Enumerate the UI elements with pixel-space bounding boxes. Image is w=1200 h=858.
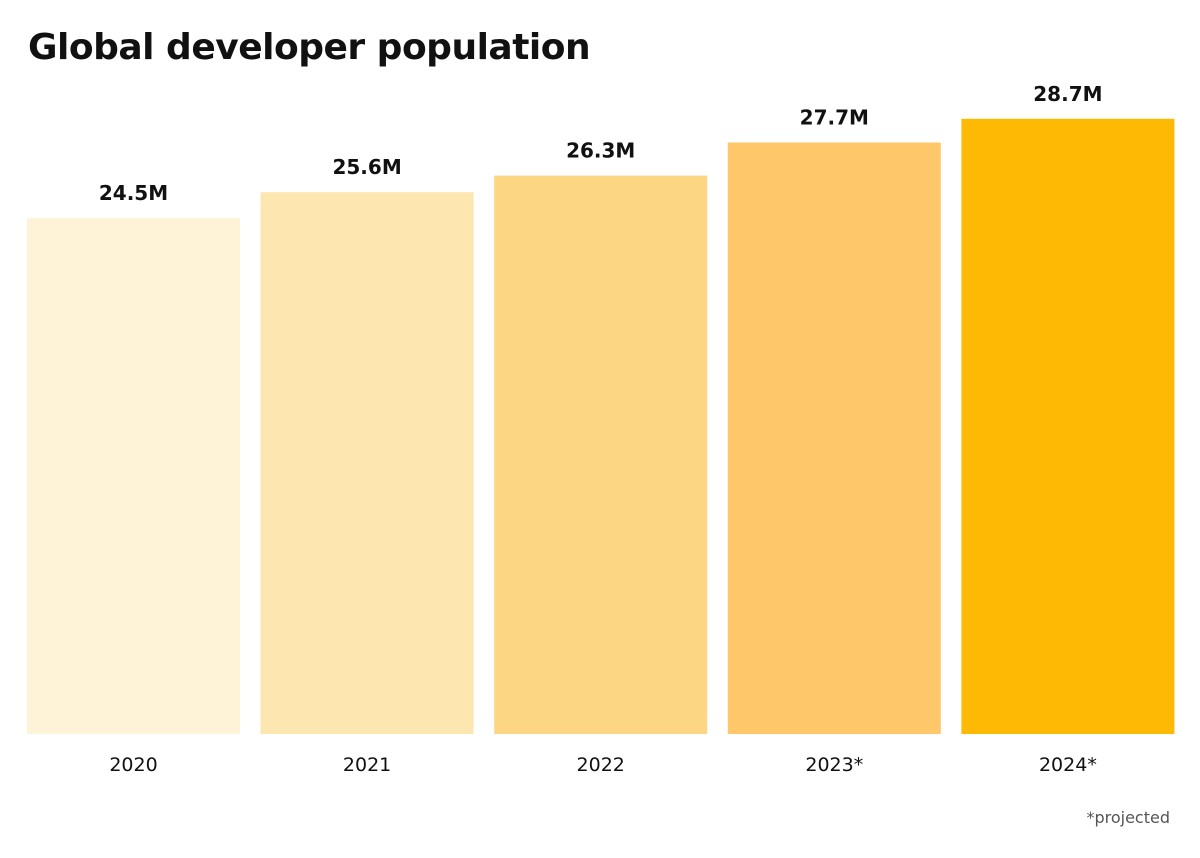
category-label-2: 2022 (577, 754, 625, 776)
footnote: *projected (1086, 808, 1170, 827)
category-label-0: 2020 (109, 754, 157, 776)
chart-title: Global developer population (28, 27, 591, 68)
category-label-3: 2023* (805, 754, 863, 776)
category-label-4: 2024* (1039, 754, 1097, 776)
value-label-4: 28.7M (1033, 82, 1102, 106)
bar-0 (27, 218, 240, 734)
value-label-2: 26.3M (566, 139, 635, 163)
bar-2 (494, 175, 708, 735)
category-label-1: 2021 (343, 754, 391, 776)
value-label-1: 25.6M (332, 155, 401, 179)
value-label-3: 27.7M (800, 106, 869, 130)
bar-1 (260, 192, 474, 734)
bar-chart: 24.5M 2020 25.6M 2021 26.3M 2022 27.7M 2023* 28.… (27, 82, 1175, 776)
bar-3 (727, 142, 941, 734)
value-label-0: 24.5M (99, 181, 168, 205)
bar-4 (961, 118, 1175, 735)
